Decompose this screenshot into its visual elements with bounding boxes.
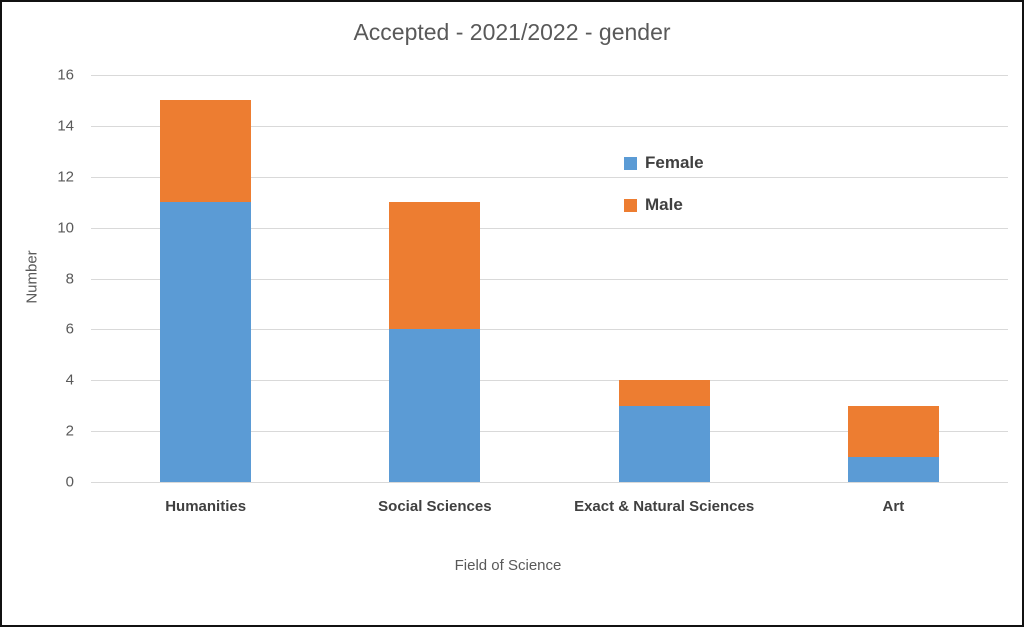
bar-segment-male-3 [847, 405, 939, 457]
y-tick-label: 2 [65, 422, 74, 440]
category-label-3: Art [882, 498, 905, 515]
gridline-y-2 [91, 431, 1008, 433]
chart-title: Accepted - 2021/2022 - gender [353, 19, 671, 45]
y-tick-label: 4 [65, 371, 74, 389]
bar-segment-female-2 [618, 405, 710, 482]
y-tick-label: 6 [65, 320, 74, 338]
gridline-y-4 [91, 380, 1008, 382]
legend-label-female: Female [645, 153, 704, 172]
gridline-y-14 [91, 125, 1008, 127]
y-tick-label: 12 [57, 168, 74, 186]
bar-segment-male-2 [618, 380, 710, 406]
bar-segment-female-3 [847, 456, 939, 482]
legend-label-male: Male [645, 195, 683, 214]
gridline-y-10 [91, 227, 1008, 229]
y-tick-label: 16 [57, 66, 74, 84]
bar-segment-female-0 [160, 202, 252, 482]
bar-segment-male-0 [160, 100, 252, 203]
gridline-y-0 [91, 482, 1008, 483]
y-tick-label: 14 [57, 117, 74, 135]
category-label-1: Social Sciences [378, 498, 492, 515]
gridline-y-6 [91, 329, 1008, 331]
y-tick-label: 10 [57, 219, 74, 237]
gridline-y-8 [91, 278, 1008, 280]
x-axis-title: Field of Science [454, 557, 562, 574]
category-label-0: Humanities [165, 498, 247, 515]
gridline-y-12 [91, 176, 1008, 178]
legend-swatch-female [624, 156, 637, 170]
legend: Female Male [624, 152, 704, 236]
legend-item-male: Male [624, 194, 704, 216]
category-label-2: Exact & Natural Sciences [574, 498, 755, 515]
y-tick-label: 8 [65, 270, 74, 287]
y-tick-label: 0 [65, 473, 74, 491]
legend-item-female: Female [624, 152, 704, 174]
bar-segment-female-1 [389, 329, 481, 482]
gridline-y-16 [91, 75, 1008, 76]
legend-swatch-male [624, 198, 637, 212]
y-axis-title: Number [23, 250, 41, 304]
bar-segment-male-1 [389, 202, 481, 330]
